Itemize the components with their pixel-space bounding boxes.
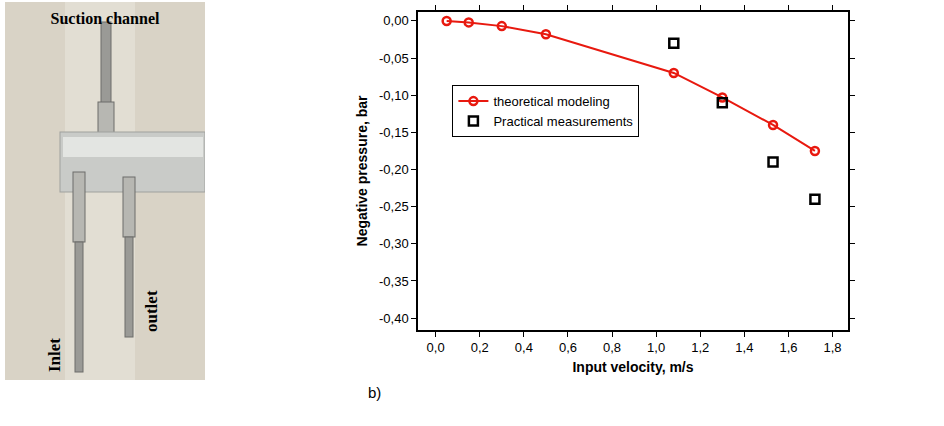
svg-text:1,8: 1,8	[824, 340, 842, 355]
svg-text:-0,25: -0,25	[379, 199, 409, 214]
svg-text:-0,15: -0,15	[379, 125, 409, 140]
svg-text:0,8: 0,8	[603, 340, 621, 355]
svg-text:outlet: outlet	[142, 290, 161, 332]
svg-text:1,6: 1,6	[779, 340, 797, 355]
svg-text:0,00: 0,00	[383, 13, 408, 28]
svg-text:-0,05: -0,05	[379, 51, 409, 66]
svg-text:theoretical modeling: theoretical modeling	[493, 94, 609, 109]
svg-text:-0,40: -0,40	[379, 311, 409, 326]
svg-text:Input velocity, m/s: Input velocity, m/s	[572, 359, 693, 375]
svg-text:1,2: 1,2	[691, 340, 709, 355]
html-text:b): b)	[368, 384, 382, 401]
svg-text:1,0: 1,0	[647, 340, 665, 355]
svg-text:0,2: 0,2	[471, 340, 489, 355]
svg-text:0,0: 0,0	[427, 340, 445, 355]
svg-text:Negative pressure, bar: Negative pressure, bar	[354, 95, 370, 247]
svg-text:Practical measurements: Practical measurements	[493, 114, 633, 129]
svg-text:1,4: 1,4	[735, 340, 753, 355]
svg-text:Suction channel: Suction channel	[51, 10, 160, 27]
svg-text:-0,10: -0,10	[379, 88, 409, 103]
svg-text:0,6: 0,6	[559, 340, 577, 355]
svg-text:-0,20: -0,20	[379, 162, 409, 177]
svg-text:-0,30: -0,30	[379, 236, 409, 251]
svg-text:0,4: 0,4	[515, 340, 533, 355]
svg-text:Inlet: Inlet	[45, 338, 64, 372]
svg-text:-0,35: -0,35	[379, 274, 409, 289]
